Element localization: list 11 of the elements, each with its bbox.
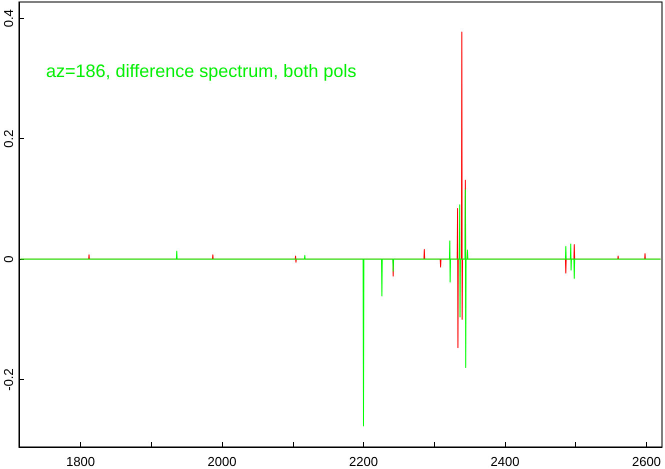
y-tick-label: -0.2 (1, 368, 16, 391)
y-tick-label: 0.2 (1, 130, 16, 148)
line-series (20, 189, 662, 426)
x-tick-label: 1800 (66, 454, 95, 469)
annotation: az=186, difference spectrum, both pols (46, 61, 356, 81)
x-tick-label: 2200 (349, 454, 378, 469)
y-tick-label: 0.4 (1, 9, 16, 28)
x-tick-label: 2600 (632, 454, 661, 469)
x-tick-label: 2400 (490, 454, 520, 469)
x-tick-label: 2000 (208, 454, 236, 469)
y-tick-label: 0 (1, 256, 16, 263)
